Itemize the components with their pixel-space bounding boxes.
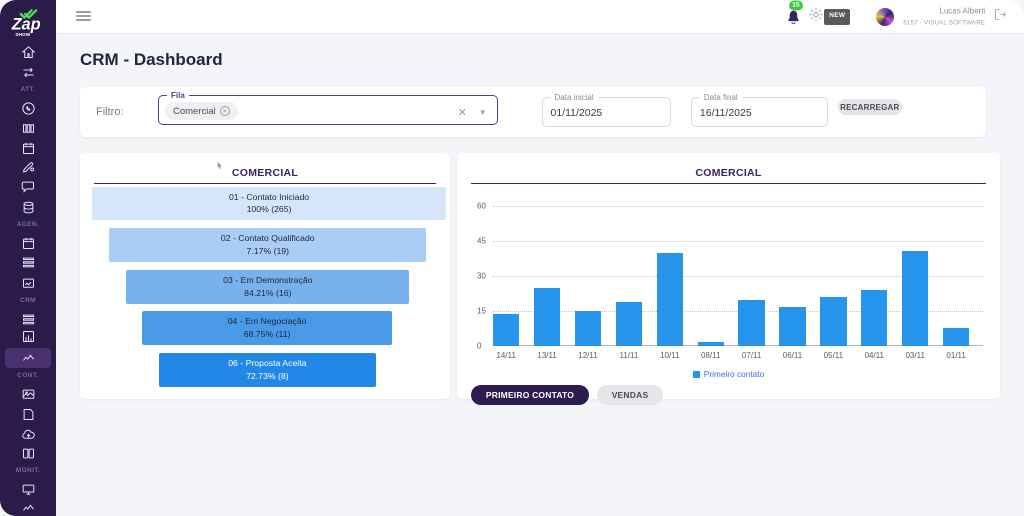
svg-text:Zap: Zap — [11, 15, 41, 33]
svg-text:SHOW: SHOW — [15, 32, 30, 38]
